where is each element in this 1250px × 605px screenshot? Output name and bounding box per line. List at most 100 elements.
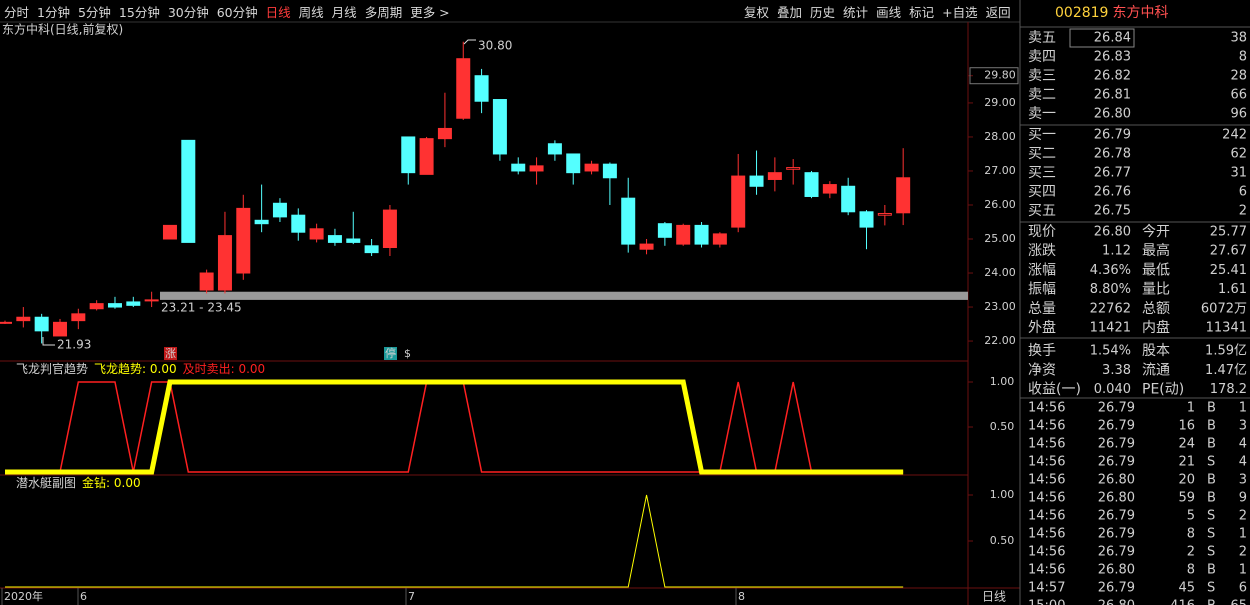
candle-body	[749, 175, 764, 187]
quote-value: 4.36%	[1090, 263, 1131, 278]
tool-button[interactable]: 叠加	[777, 4, 803, 20]
tick-volume: 24	[1178, 437, 1195, 452]
book-label: 买四	[1028, 184, 1056, 200]
period-button[interactable]: 分时	[4, 4, 30, 20]
period-button[interactable]: 1分钟	[37, 4, 70, 20]
period-button[interactable]: 周线	[298, 4, 324, 20]
tool-button[interactable]: 画线	[876, 4, 902, 20]
tick-count: 3	[1239, 473, 1247, 488]
quote-label: 总额	[1142, 301, 1170, 317]
price-box	[1069, 28, 1135, 48]
tick-count: 65	[1230, 599, 1247, 605]
tick-time: 14:56	[1028, 545, 1065, 560]
stock-header: 002819 东方中科	[1055, 5, 1168, 21]
period-button[interactable]: 更多 >	[410, 4, 450, 20]
tick-time: 14:57	[1028, 581, 1065, 596]
candle-body	[456, 58, 471, 119]
book-label: 买二	[1028, 146, 1056, 162]
quote-label: 最低	[1142, 262, 1170, 278]
quote-label: 量比	[1142, 282, 1170, 298]
tick-count: 9	[1239, 491, 1247, 506]
period-button[interactable]: 15分钟	[118, 4, 160, 20]
flag: $	[404, 347, 411, 360]
y-tick-label: 0.50	[990, 534, 1015, 547]
panel-title-text: 飞龙判官趋势	[16, 361, 88, 376]
tool-button[interactable]: 统计	[843, 4, 869, 20]
flag: 停	[385, 346, 396, 360]
tool-button[interactable]: 复权	[744, 4, 770, 20]
y-tick-label: 22.00	[984, 334, 1016, 347]
tool-button[interactable]: 历史	[810, 4, 836, 20]
candle-body	[712, 233, 727, 245]
period-bar: 分时 1分钟 5分钟 15分钟 30分钟 60分钟 日线 周线 月线 多周期 更多 >	[4, 0, 458, 22]
tick-volume: 2	[1187, 545, 1195, 560]
y-tick-label: 0.50	[990, 420, 1015, 433]
book-price: 26.77	[1094, 166, 1131, 181]
x-tick-label: 7	[408, 590, 415, 603]
tick-volume: 16	[1178, 419, 1195, 434]
candle-body	[511, 163, 526, 172]
period-button[interactable]: 多周期	[364, 4, 403, 20]
tick-count: 4	[1239, 437, 1247, 452]
quote-label: 涨跌	[1028, 243, 1056, 259]
quote-label: 内盘	[1142, 319, 1170, 336]
flag-box	[384, 347, 397, 360]
candle-body	[804, 172, 819, 197]
book-volume: 96	[1230, 107, 1247, 122]
tick-count: 3	[1239, 419, 1247, 434]
quote-value: 25.41	[1210, 263, 1247, 278]
candle-body	[382, 209, 397, 249]
period-button[interactable]: 日线	[265, 4, 291, 20]
quote-label: 现价	[1028, 224, 1056, 240]
tick-price: 26.79	[1098, 545, 1135, 560]
book-volume: 8	[1239, 50, 1247, 65]
tool-button[interactable]: 返回	[985, 4, 1011, 20]
candle-body	[162, 224, 177, 240]
book-label: 买一	[1028, 127, 1056, 143]
quote-label: 涨幅	[1028, 262, 1056, 278]
flag-box	[164, 347, 177, 360]
quote-value: 178.2	[1210, 382, 1247, 397]
tick-side: S	[1207, 527, 1215, 542]
candle-body	[126, 301, 141, 306]
candle-body	[731, 175, 746, 228]
tick-time: 14:56	[1028, 401, 1065, 416]
tick-price: 26.79	[1098, 581, 1135, 596]
period-button[interactable]: 30分钟	[167, 4, 209, 20]
tick-price: 26.80	[1098, 563, 1135, 578]
indicator-line	[5, 494, 904, 588]
tool-button[interactable]: 标记	[909, 4, 935, 20]
book-price: 26.76	[1094, 185, 1131, 200]
book-label: 卖四	[1028, 49, 1056, 65]
panel-title: 潜水艇副图 金钻: 0.00	[16, 475, 141, 490]
period-button[interactable]: 5分钟	[77, 4, 111, 20]
book-volume: 62	[1230, 147, 1247, 162]
quote-value: 1.54%	[1090, 344, 1131, 359]
book-volume: 6	[1239, 185, 1247, 200]
tick-volume: 21	[1178, 455, 1195, 470]
quote-value: 27.67	[1210, 244, 1247, 259]
quote-value: 11341	[1206, 321, 1247, 336]
tick-side: B	[1207, 437, 1216, 452]
quote-label: 今开	[1142, 224, 1170, 240]
candle-body	[291, 214, 306, 233]
quote-label: 流通	[1142, 362, 1170, 378]
period-label: 日线	[982, 590, 1006, 604]
tool-button[interactable]: +自选	[942, 4, 978, 20]
candle-body	[694, 224, 709, 245]
tick-price: 26.79	[1098, 455, 1135, 470]
period-button[interactable]: 60分钟	[216, 4, 258, 20]
book-volume: 242	[1222, 128, 1247, 143]
tick-time: 14:56	[1028, 437, 1065, 452]
book-volume: 31	[1230, 166, 1247, 181]
book-volume: 38	[1230, 31, 1247, 46]
candle-body	[621, 197, 636, 245]
candle-body	[181, 139, 196, 243]
candle-body	[327, 235, 342, 243]
candle-body	[364, 245, 379, 254]
period-button[interactable]: 月线	[331, 4, 357, 20]
tick-count: 4	[1239, 455, 1247, 470]
annotation-arrow	[463, 39, 476, 45]
candle-body	[199, 272, 214, 291]
